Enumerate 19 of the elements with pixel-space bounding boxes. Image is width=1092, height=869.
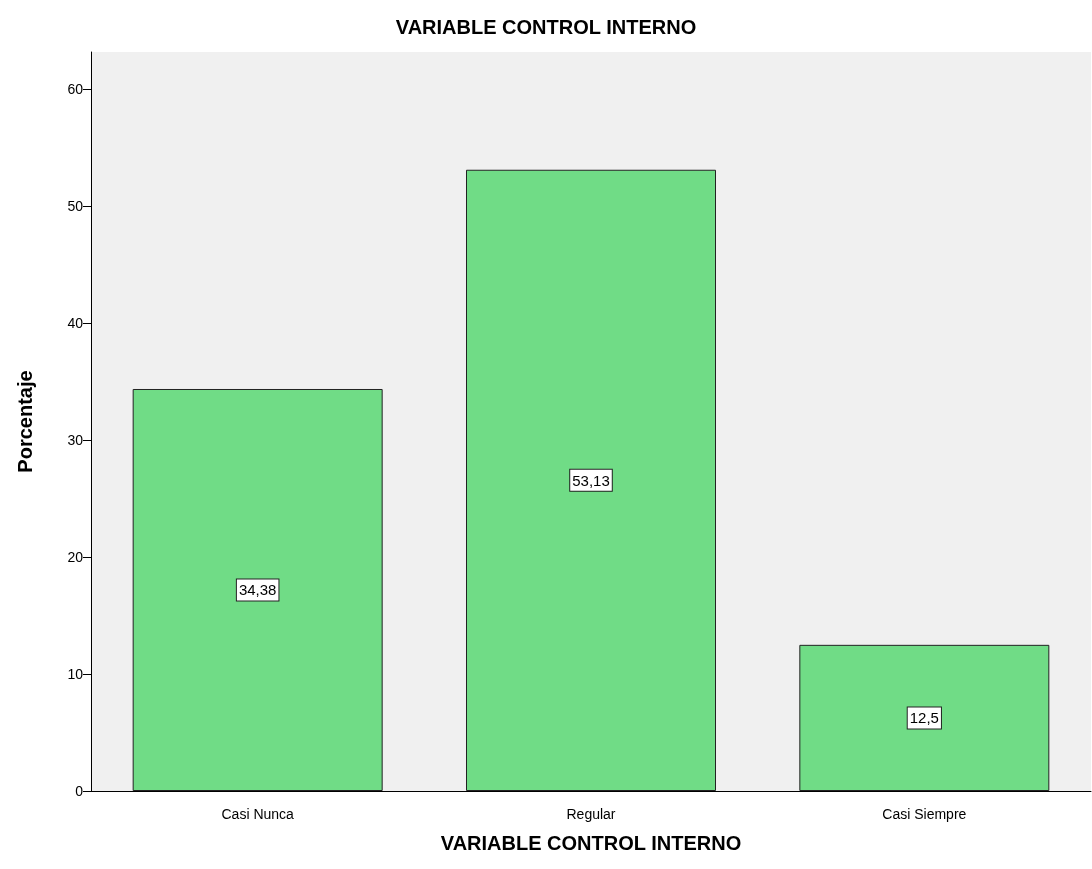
chart-title: VARIABLE CONTROL INTERNO: [395, 16, 697, 38]
y-tick-label: 30: [67, 432, 84, 449]
y-tick-label: 0: [75, 783, 84, 799]
y-tick-label: 20: [67, 549, 84, 566]
x-tick-label: Casi Siempre: [882, 806, 967, 822]
bar: [799, 644, 1050, 791]
y-axis-title: Porcentaje: [14, 370, 36, 473]
y-tick-label: 10: [67, 666, 84, 683]
x-axis-title: VARIABLE CONTROL INTERNO: [440, 832, 742, 854]
y-tick-label: 60: [67, 81, 84, 98]
y-tick-label: 40: [67, 315, 84, 332]
data-label: 12,5: [909, 709, 939, 727]
bar: [132, 388, 383, 791]
y-tick-label: 50: [67, 198, 84, 215]
data-label: 34,38: [238, 581, 277, 599]
x-tick-label: Casi Nunca: [221, 806, 295, 822]
data-label: 53,13: [572, 471, 610, 489]
x-tick-label: Regular: [566, 806, 616, 822]
bar: [466, 169, 716, 791]
